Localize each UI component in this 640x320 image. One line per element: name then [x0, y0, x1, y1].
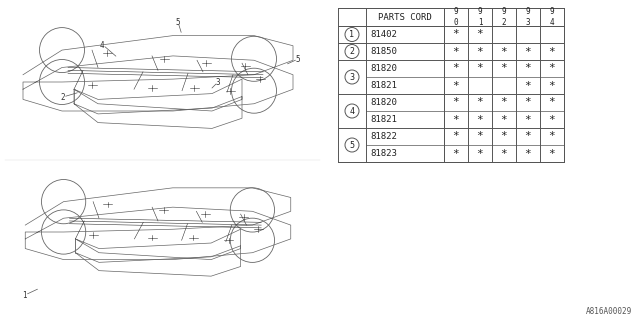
Text: *: *: [548, 98, 556, 108]
Text: *: *: [500, 46, 508, 57]
Text: *: *: [452, 115, 460, 124]
Text: 81820: 81820: [370, 64, 397, 73]
Text: *: *: [477, 46, 483, 57]
Text: 81850: 81850: [370, 47, 397, 56]
Text: 9
4: 9 4: [550, 7, 554, 27]
Text: *: *: [548, 63, 556, 74]
Text: *: *: [477, 148, 483, 158]
Text: 2: 2: [349, 47, 355, 56]
Text: *: *: [500, 63, 508, 74]
Text: *: *: [548, 46, 556, 57]
Text: 81820: 81820: [370, 98, 397, 107]
Text: PARTS CORD: PARTS CORD: [378, 12, 432, 21]
Text: 9
3: 9 3: [525, 7, 531, 27]
Text: *: *: [548, 132, 556, 141]
Text: *: *: [525, 46, 531, 57]
Text: 9
0: 9 0: [454, 7, 458, 27]
Text: *: *: [500, 132, 508, 141]
Text: *: *: [452, 148, 460, 158]
Text: 81823: 81823: [370, 149, 397, 158]
Text: 5: 5: [175, 18, 180, 27]
Text: 81402: 81402: [370, 30, 397, 39]
Text: 81821: 81821: [370, 115, 397, 124]
Text: *: *: [525, 98, 531, 108]
Text: *: *: [452, 81, 460, 91]
Text: *: *: [452, 29, 460, 39]
Text: 5: 5: [349, 140, 355, 149]
Text: 4: 4: [100, 41, 104, 50]
Text: 9
1: 9 1: [477, 7, 483, 27]
Text: *: *: [452, 98, 460, 108]
Text: *: *: [477, 132, 483, 141]
Text: *: *: [452, 132, 460, 141]
Text: *: *: [477, 115, 483, 124]
Text: *: *: [477, 29, 483, 39]
Bar: [338, 8, 564, 162]
Text: 81822: 81822: [370, 132, 397, 141]
Text: *: *: [500, 115, 508, 124]
Text: *: *: [548, 148, 556, 158]
Text: *: *: [452, 63, 460, 74]
Text: 3: 3: [215, 78, 220, 87]
Text: *: *: [477, 63, 483, 74]
Text: A816A00029: A816A00029: [586, 307, 632, 316]
Text: *: *: [452, 46, 460, 57]
Text: *: *: [525, 115, 531, 124]
Text: *: *: [525, 148, 531, 158]
Text: 9
2: 9 2: [502, 7, 506, 27]
Text: *: *: [525, 81, 531, 91]
Text: *: *: [477, 98, 483, 108]
Text: 4: 4: [349, 107, 355, 116]
Text: *: *: [525, 63, 531, 74]
Text: *: *: [525, 132, 531, 141]
Text: 1: 1: [349, 30, 355, 39]
Text: 3: 3: [349, 73, 355, 82]
Text: *: *: [500, 148, 508, 158]
Text: *: *: [500, 98, 508, 108]
Text: *: *: [548, 81, 556, 91]
Text: 81821: 81821: [370, 81, 397, 90]
Text: 1: 1: [22, 291, 27, 300]
Text: *: *: [548, 115, 556, 124]
Text: 2: 2: [60, 93, 65, 102]
Text: 5: 5: [295, 55, 300, 64]
